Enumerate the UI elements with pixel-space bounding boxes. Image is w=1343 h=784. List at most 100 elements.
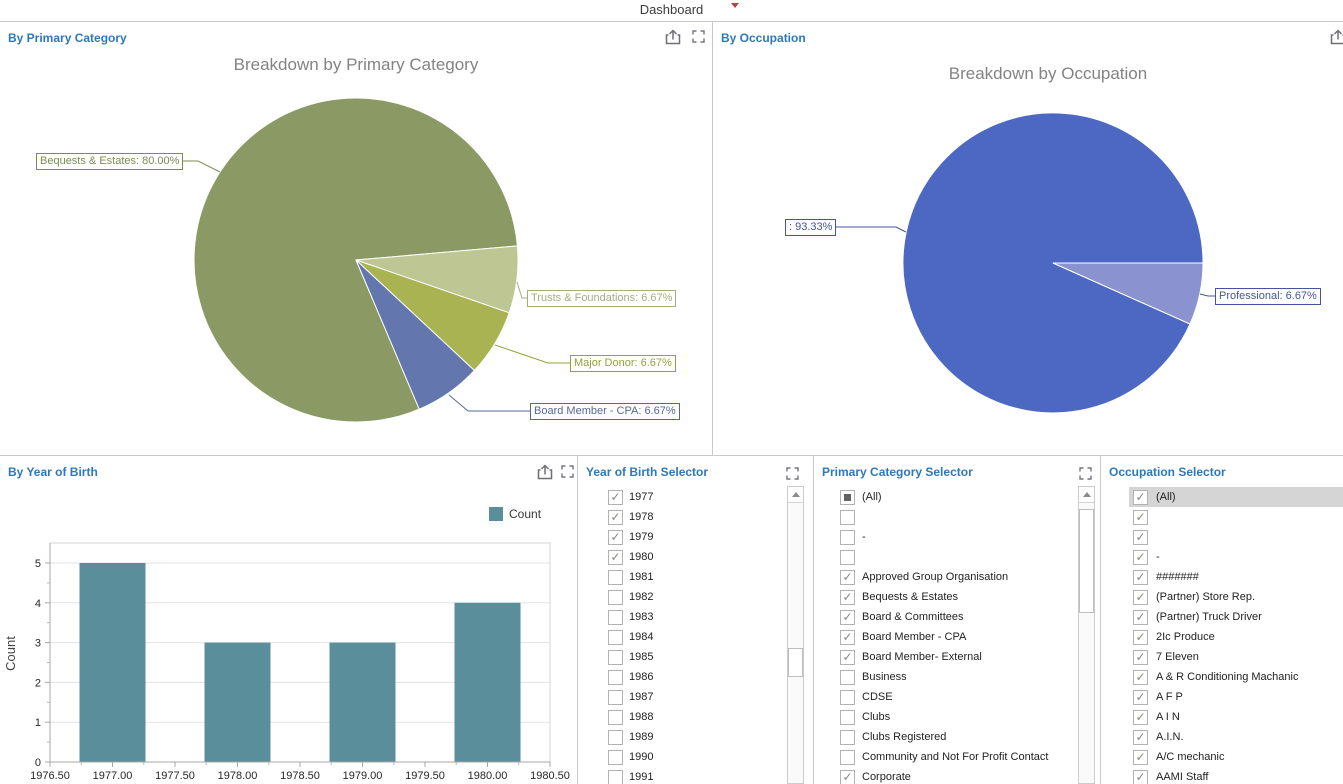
checkbox-checked[interactable]: ✓	[608, 489, 623, 505]
checkbox-unchecked[interactable]	[608, 689, 623, 705]
checkbox-unchecked[interactable]	[608, 649, 623, 665]
export-icon[interactable]	[664, 29, 682, 50]
bar[interactable]	[329, 642, 396, 762]
selector-row[interactable]: (All)	[814, 487, 1074, 507]
checkbox-unchecked[interactable]	[608, 769, 623, 784]
checkbox-checked[interactable]: ✓	[1133, 629, 1148, 645]
selector-row[interactable]: ✓ A F P	[1101, 687, 1343, 707]
checkbox-indeterminate[interactable]	[840, 489, 855, 505]
selector-row[interactable]: ✓ Approved Group Organisation	[814, 567, 1074, 587]
checkbox-unchecked[interactable]	[840, 529, 855, 545]
maximize-icon[interactable]	[561, 465, 574, 483]
selector-row[interactable]: ✓	[1101, 507, 1343, 527]
pie-slice[interactable]	[193, 97, 518, 423]
selector-row[interactable]: ✓ (All)	[1129, 487, 1343, 507]
checkbox-unchecked[interactable]	[840, 749, 855, 765]
checkbox-checked[interactable]: ✓	[1133, 709, 1148, 725]
checkbox-checked[interactable]: ✓	[1133, 729, 1148, 745]
checkbox-checked[interactable]: ✓	[1133, 509, 1148, 525]
selector-row[interactable]: ✓ (Partner) Store Rep.	[1101, 587, 1343, 607]
dashboard-title[interactable]: Dashboard	[639, 2, 704, 17]
selector-row[interactable]: ✓ A & R Conditioning Machanic	[1101, 667, 1343, 687]
selector-row[interactable]: 1991	[578, 767, 787, 784]
checkbox-checked[interactable]: ✓	[840, 649, 855, 665]
selector-row[interactable]: 1990	[578, 747, 787, 767]
checkbox-checked[interactable]: ✓	[608, 549, 623, 565]
selector-row[interactable]: ✓ 1978	[578, 507, 787, 527]
checkbox-unchecked[interactable]	[608, 749, 623, 765]
selector-row[interactable]: -	[814, 527, 1074, 547]
selector-row[interactable]: ✓ 2Ic Produce	[1101, 627, 1343, 647]
selector-row[interactable]: Clubs	[814, 707, 1074, 727]
checkbox-checked[interactable]: ✓	[840, 589, 855, 605]
selector-row[interactable]: Business	[814, 667, 1074, 687]
checkbox-checked[interactable]: ✓	[1133, 649, 1148, 665]
selector-row[interactable]: ✓ Board Member- External	[814, 647, 1074, 667]
checkbox-checked[interactable]: ✓	[1133, 669, 1148, 685]
checkbox-checked[interactable]: ✓	[1133, 569, 1148, 585]
checkbox-checked[interactable]: ✓	[1133, 769, 1148, 784]
checkbox-unchecked[interactable]	[608, 709, 623, 725]
scrollbar-thumb[interactable]	[1079, 509, 1094, 613]
checkbox-unchecked[interactable]	[608, 669, 623, 685]
checkbox-checked[interactable]: ✓	[1133, 689, 1148, 705]
selector-row[interactable]: ✓	[1101, 527, 1343, 547]
scrollbar-thumb[interactable]	[788, 648, 803, 677]
checkbox-checked[interactable]: ✓	[608, 529, 623, 545]
bar[interactable]	[454, 602, 521, 762]
checkbox-unchecked[interactable]	[608, 569, 623, 585]
selector-row[interactable]: 1985	[578, 647, 787, 667]
selector-row[interactable]: ✓ Bequests & Estates	[814, 587, 1074, 607]
selector-row[interactable]: ✓ Board Member - CPA	[814, 627, 1074, 647]
selector-row[interactable]: ✓ 1977	[578, 487, 787, 507]
selector-row[interactable]: 1988	[578, 707, 787, 727]
pie-slice[interactable]	[1052, 262, 1204, 325]
checkbox-checked[interactable]: ✓	[1133, 549, 1148, 565]
checkbox-checked[interactable]: ✓	[1133, 489, 1148, 505]
checkbox-unchecked[interactable]	[608, 729, 623, 745]
checkbox-unchecked[interactable]	[608, 629, 623, 645]
checkbox-unchecked[interactable]	[608, 609, 623, 625]
category-selector-scrollbar[interactable]	[1078, 486, 1095, 784]
bar[interactable]	[204, 642, 271, 762]
checkbox-unchecked[interactable]	[840, 729, 855, 745]
selector-row[interactable]: 1981	[578, 567, 787, 587]
pie-slice[interactable]	[355, 259, 476, 410]
checkbox-checked[interactable]: ✓	[608, 509, 623, 525]
checkbox-unchecked[interactable]	[840, 669, 855, 685]
selector-row[interactable]: ✓ #######	[1101, 567, 1343, 587]
selector-row[interactable]: ✓ -	[1101, 547, 1343, 567]
selector-row[interactable]: ✓ A I N	[1101, 707, 1343, 727]
checkbox-checked[interactable]: ✓	[840, 569, 855, 585]
selector-row[interactable]	[814, 547, 1074, 567]
checkbox-checked[interactable]: ✓	[1133, 589, 1148, 605]
year-selector-scrollbar[interactable]	[787, 486, 804, 784]
maximize-icon[interactable]	[692, 30, 705, 48]
checkbox-checked[interactable]: ✓	[840, 629, 855, 645]
selector-row[interactable]: Clubs Registered	[814, 727, 1074, 747]
selector-row[interactable]: 1984	[578, 627, 787, 647]
checkbox-checked[interactable]: ✓	[1133, 749, 1148, 765]
selector-row[interactable]: 1982	[578, 587, 787, 607]
checkbox-unchecked[interactable]	[840, 709, 855, 725]
maximize-icon[interactable]	[1079, 467, 1092, 485]
selector-row[interactable]: ✓ 7 Eleven	[1101, 647, 1343, 667]
selector-row[interactable]: ✓ 1979	[578, 527, 787, 547]
selector-row[interactable]: 1989	[578, 727, 787, 747]
scroll-up-button[interactable]	[1079, 487, 1094, 503]
checkbox-checked[interactable]: ✓	[840, 769, 855, 784]
selector-row[interactable]: Community and Not For Profit Contact	[814, 747, 1074, 767]
selector-row[interactable]: CDSE	[814, 687, 1074, 707]
export-icon[interactable]	[1329, 29, 1343, 50]
selector-row[interactable]: 1987	[578, 687, 787, 707]
checkbox-unchecked[interactable]	[840, 689, 855, 705]
checkbox-unchecked[interactable]	[608, 589, 623, 605]
checkbox-checked[interactable]: ✓	[1133, 529, 1148, 545]
selector-row[interactable]: ✓ Board & Committees	[814, 607, 1074, 627]
caret-down-icon[interactable]	[731, 3, 739, 8]
selector-row[interactable]: 1983	[578, 607, 787, 627]
selector-row[interactable]: ✓ AAMI Staff	[1101, 767, 1343, 784]
selector-row[interactable]: ✓ A.I.N.	[1101, 727, 1343, 747]
selector-row[interactable]	[814, 507, 1074, 527]
checkbox-unchecked[interactable]	[840, 509, 855, 525]
